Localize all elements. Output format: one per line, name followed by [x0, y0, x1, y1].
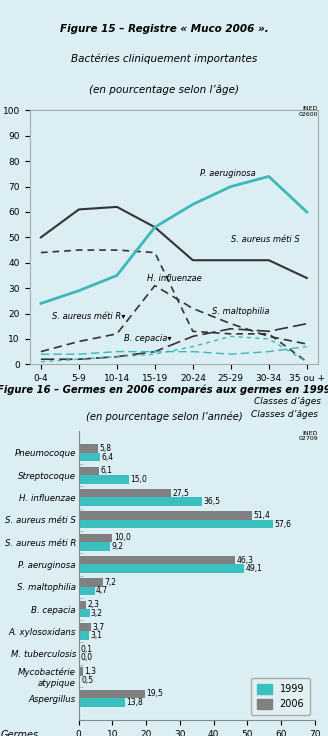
Text: 3,7: 3,7 [92, 623, 105, 631]
Text: INED
02600: INED 02600 [299, 106, 318, 117]
Text: 46,3: 46,3 [236, 556, 253, 565]
Text: Bactéries cliniquement importantes: Bactéries cliniquement importantes [71, 54, 257, 64]
Text: 6,1: 6,1 [101, 467, 113, 475]
Text: 19,5: 19,5 [146, 690, 163, 698]
Bar [79, 587, 94, 595]
Text: 4,7: 4,7 [96, 587, 108, 595]
Bar [79, 445, 98, 453]
Text: 2,3: 2,3 [88, 601, 100, 609]
Text: B. cepacia▾: B. cepacia▾ [124, 334, 172, 344]
Bar [79, 453, 100, 461]
Text: 9,2: 9,2 [111, 542, 123, 551]
Bar [79, 698, 125, 707]
Bar [79, 498, 202, 506]
Text: 0,0: 0,0 [80, 654, 92, 662]
Text: 5,8: 5,8 [100, 444, 112, 453]
Bar [79, 542, 110, 551]
Text: (en pourcentage selon l’année): (en pourcentage selon l’année) [86, 411, 242, 422]
Text: 1,3: 1,3 [84, 667, 96, 676]
Text: 0,5: 0,5 [82, 676, 94, 684]
Text: 10,0: 10,0 [114, 534, 131, 542]
Text: 51,4: 51,4 [254, 511, 270, 520]
Text: 27,5: 27,5 [173, 489, 190, 498]
Bar [79, 475, 129, 484]
Bar [79, 601, 87, 609]
Text: P. aeruginosa: P. aeruginosa [200, 169, 256, 178]
Text: 49,1: 49,1 [246, 564, 263, 573]
Text: 0,1: 0,1 [80, 645, 92, 654]
Text: Figure 16 – Germes en 2006 comparés aux germes en 1999: Figure 16 – Germes en 2006 comparés aux … [0, 385, 328, 395]
Bar [79, 609, 90, 618]
Text: Figure 15 – Registre « Muco 2006 ».: Figure 15 – Registre « Muco 2006 ». [60, 24, 268, 35]
Text: 15,0: 15,0 [131, 475, 148, 484]
Bar [79, 578, 103, 587]
Text: Classes d’âges: Classes d’âges [254, 397, 321, 406]
Text: INED
02709: INED 02709 [298, 431, 318, 442]
Text: S. maltophilia: S. maltophilia [212, 306, 269, 316]
Bar [79, 668, 83, 676]
Text: 13,8: 13,8 [127, 698, 143, 707]
Bar [79, 690, 145, 698]
Text: 3,1: 3,1 [91, 631, 103, 640]
Bar [79, 676, 80, 684]
Bar [79, 565, 244, 573]
Bar [79, 623, 91, 631]
Text: H. influenzae: H. influenzae [147, 274, 202, 283]
Text: 6,4: 6,4 [102, 453, 114, 461]
Text: Germes: Germes [1, 730, 39, 736]
Bar [79, 512, 252, 520]
Text: Classes d’âges: Classes d’âges [251, 410, 318, 419]
Text: (en pourcentage selon l’âge): (en pourcentage selon l’âge) [89, 84, 239, 95]
Bar [79, 534, 113, 542]
Bar [79, 631, 89, 640]
Bar [79, 556, 235, 565]
Text: 36,5: 36,5 [203, 498, 220, 506]
Bar [79, 467, 99, 475]
Text: 7,2: 7,2 [104, 578, 116, 587]
Text: 57,6: 57,6 [275, 520, 291, 528]
Text: S. aureus méti R▾: S. aureus méti R▾ [52, 311, 126, 321]
Text: 3,2: 3,2 [91, 609, 103, 618]
Legend: 1999, 2006: 1999, 2006 [251, 678, 310, 715]
Bar [79, 520, 273, 528]
Text: S. aureus méti S: S. aureus méti S [231, 236, 299, 244]
Bar [79, 489, 172, 498]
